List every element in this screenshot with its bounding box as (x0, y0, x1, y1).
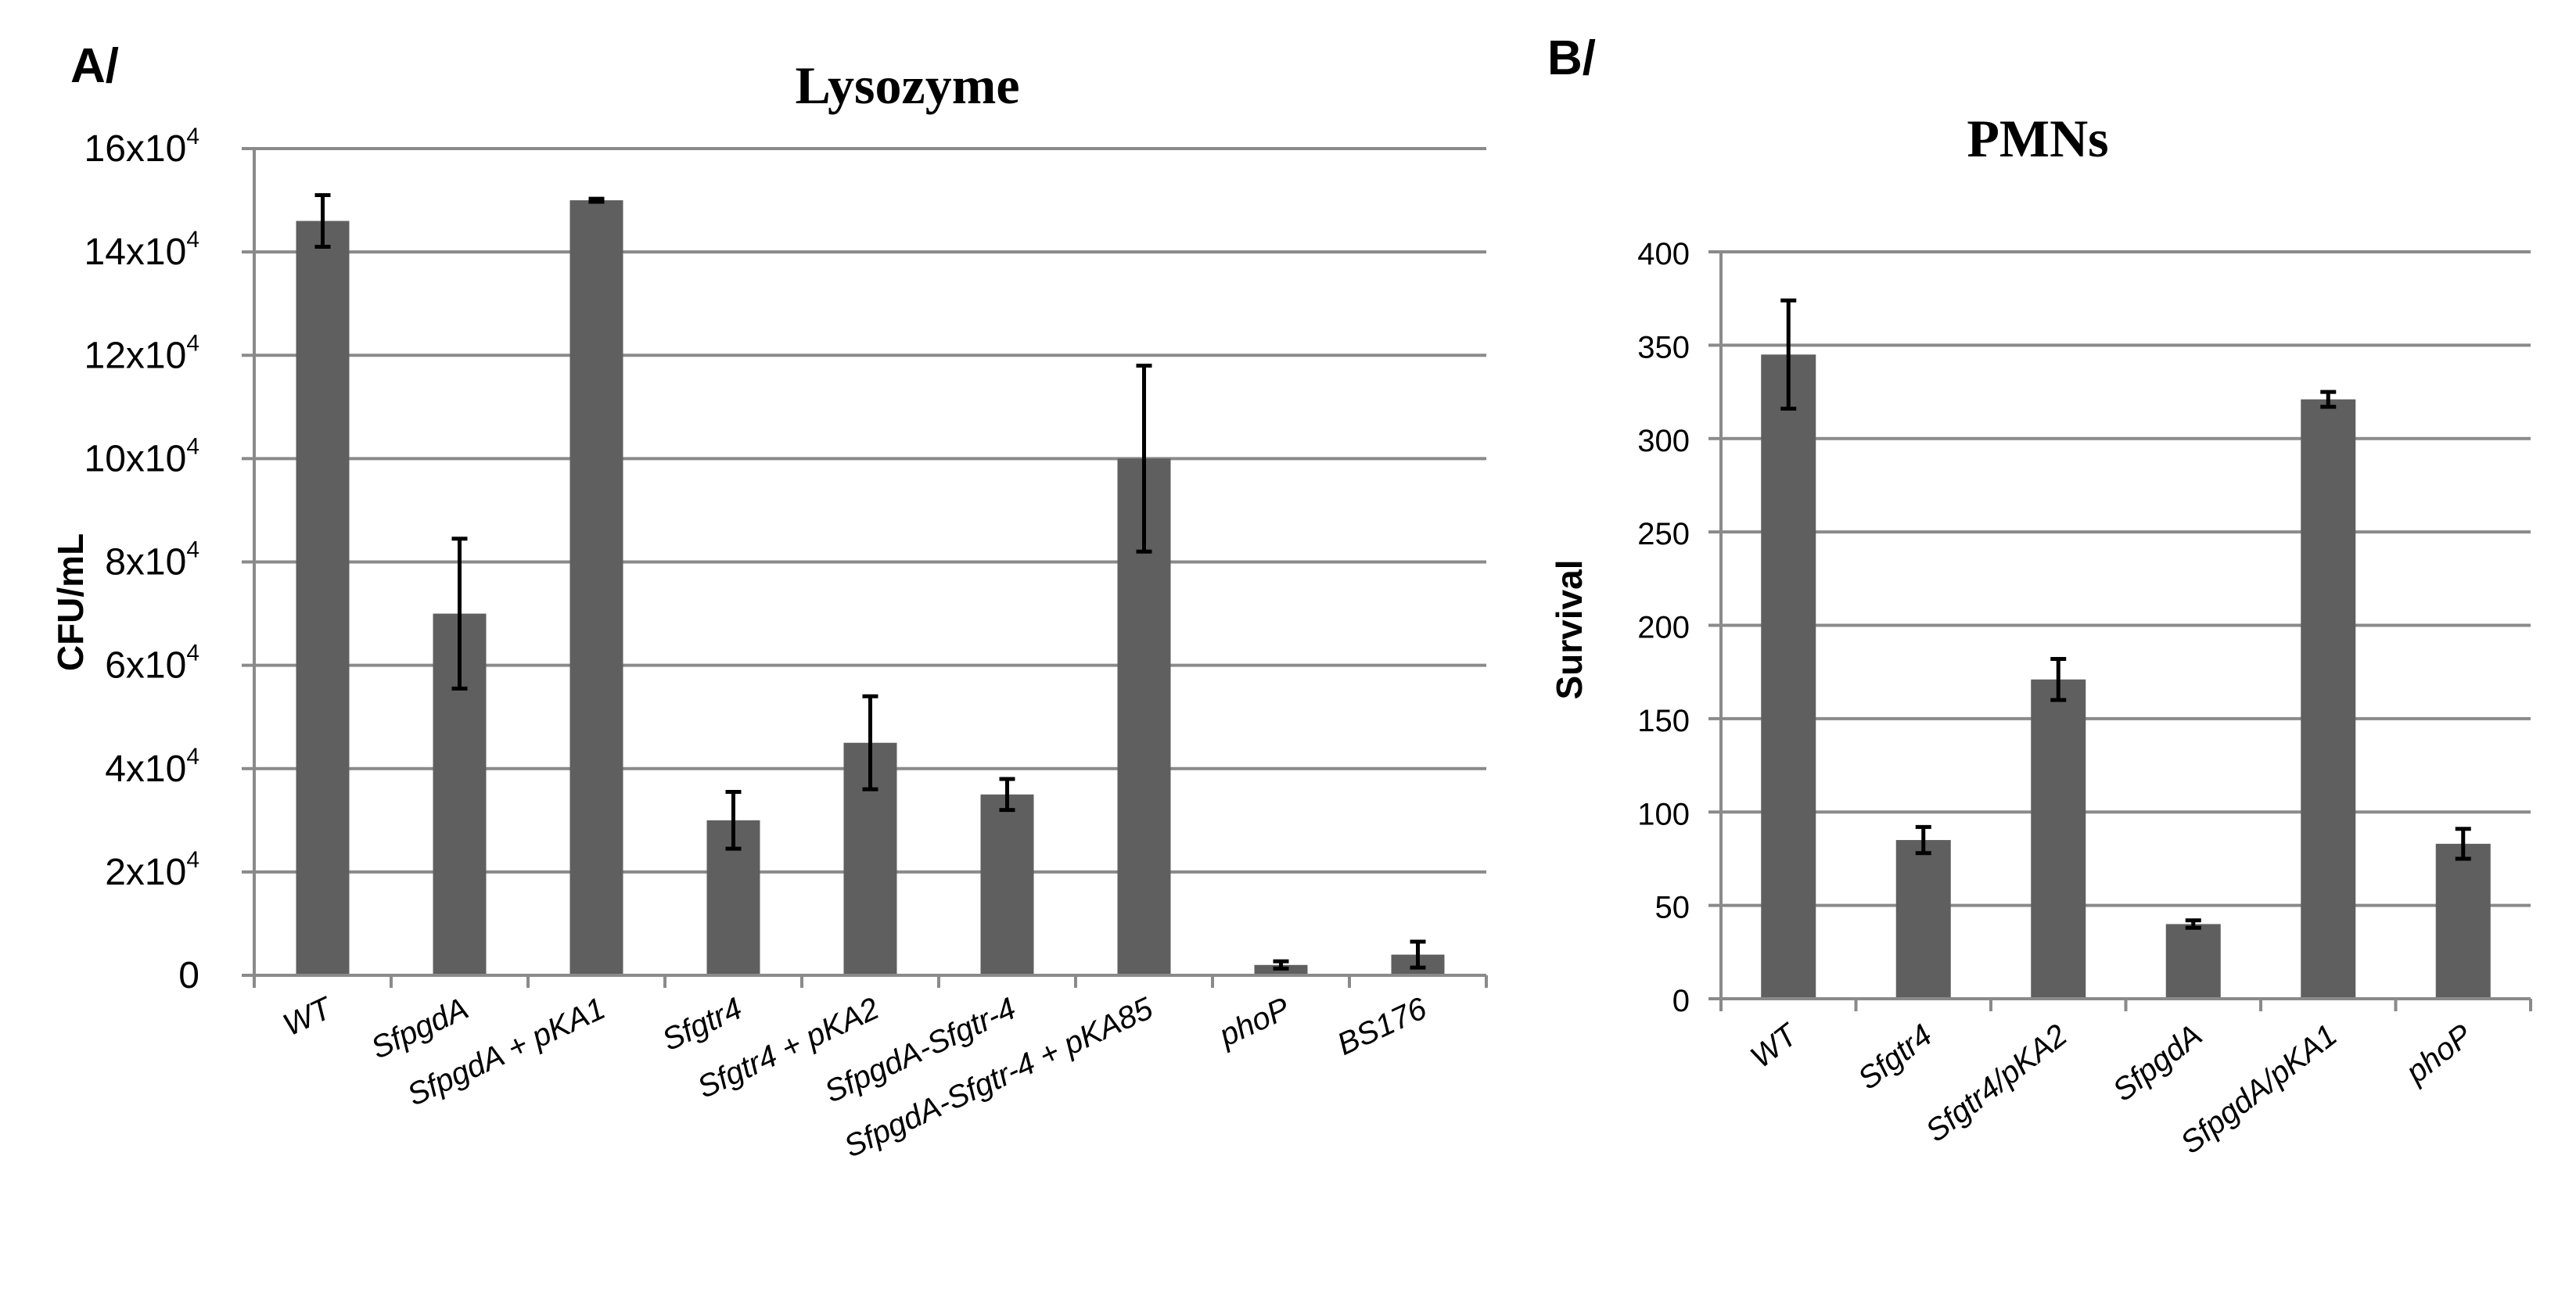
y-tick-labels-a: 0 2x104 4x104 6x104 8x104 10x104 12x104 14x104 1… (84, 124, 199, 996)
y-tick-label: 250 (1637, 517, 1690, 551)
chart-title-b: PMNs (1967, 109, 2108, 168)
error-bars-b (1780, 298, 2471, 930)
chart-title-a: Lysozyme (795, 56, 1019, 115)
bar-sfpgda-pka1 (2301, 399, 2356, 999)
y-axis-label-a: CFU/mL (50, 533, 91, 671)
y-tick-label: 150 (1637, 704, 1690, 738)
error-bars-a (314, 192, 1426, 971)
panel-label-a: A/ (70, 39, 119, 93)
y-tick-label: 0 (178, 955, 199, 996)
y-tick-label: 400 (1637, 237, 1690, 271)
chart-pmns: B/ PMNs Survival 0 50 100 150 200 250 300 350 40… (1547, 31, 2532, 1161)
bar-sfgtr4 (1895, 840, 1951, 999)
x-tick-label: BS176 (1332, 991, 1432, 1062)
y-tick-label: 200 (1637, 611, 1690, 645)
panel-label-b: B/ (1547, 31, 1596, 85)
y-tick-label: 0 (1672, 984, 1690, 1018)
y-tick-label: 14x104 (84, 227, 199, 273)
y-tick-labels-b: 0 50 100 150 200 250 300 350 400 (1637, 237, 1690, 1018)
x-tick-label: SfpgdA (366, 991, 474, 1065)
x-tick-label: SfpgdA (2107, 1018, 2208, 1107)
x-tick-label: Sfgtr4 (657, 991, 747, 1057)
bar-sfpgda-pka1 (569, 200, 623, 975)
bars-a (296, 200, 1445, 975)
chart-lysozyme: A/ Lysozyme CFU/mL 0 2x104 4x104 6x104 8x104… (50, 39, 1488, 1165)
y-tick-label: 10x104 (84, 433, 199, 479)
bars-b (1761, 354, 2491, 999)
x-tick-label: Sfgtr4/pKA2 (1920, 1018, 2074, 1148)
x-tick-label: phoP (2399, 1018, 2479, 1090)
x-tick-label: Sfgtr4 (1852, 1018, 1938, 1096)
bar-sfpgda-sfgtr-4 (980, 794, 1034, 975)
x-tick-label: phoP (1213, 991, 1295, 1054)
axes-b (1708, 250, 2532, 1011)
y-tick-label: 16x104 (84, 124, 199, 170)
y-tick-label: 4x104 (105, 744, 199, 790)
bar-sfgtr4-pka2 (2031, 679, 2086, 999)
x-tick-label: WT (1744, 1017, 1805, 1075)
y-tick-label: 12x104 (84, 330, 199, 376)
y-tick-label: 2x104 (105, 847, 199, 893)
y-tick-label: 50 (1655, 891, 1690, 925)
y-tick-label: 8x104 (105, 537, 199, 583)
y-tick-label: 350 (1637, 330, 1690, 364)
bar-sfpgda (2165, 924, 2221, 999)
bar-wt (1761, 354, 1816, 999)
y-tick-label: 300 (1637, 424, 1690, 458)
x-tick-label: WT (278, 990, 338, 1043)
bar-phop (2435, 843, 2491, 999)
bar-wt (296, 221, 350, 975)
y-axis-label-b: Survival (1549, 560, 1590, 700)
gridlines-b (1721, 250, 2531, 907)
y-tick-label: 100 (1637, 797, 1690, 831)
axes-a (242, 147, 1488, 988)
y-tick-label: 6x104 (105, 641, 199, 687)
